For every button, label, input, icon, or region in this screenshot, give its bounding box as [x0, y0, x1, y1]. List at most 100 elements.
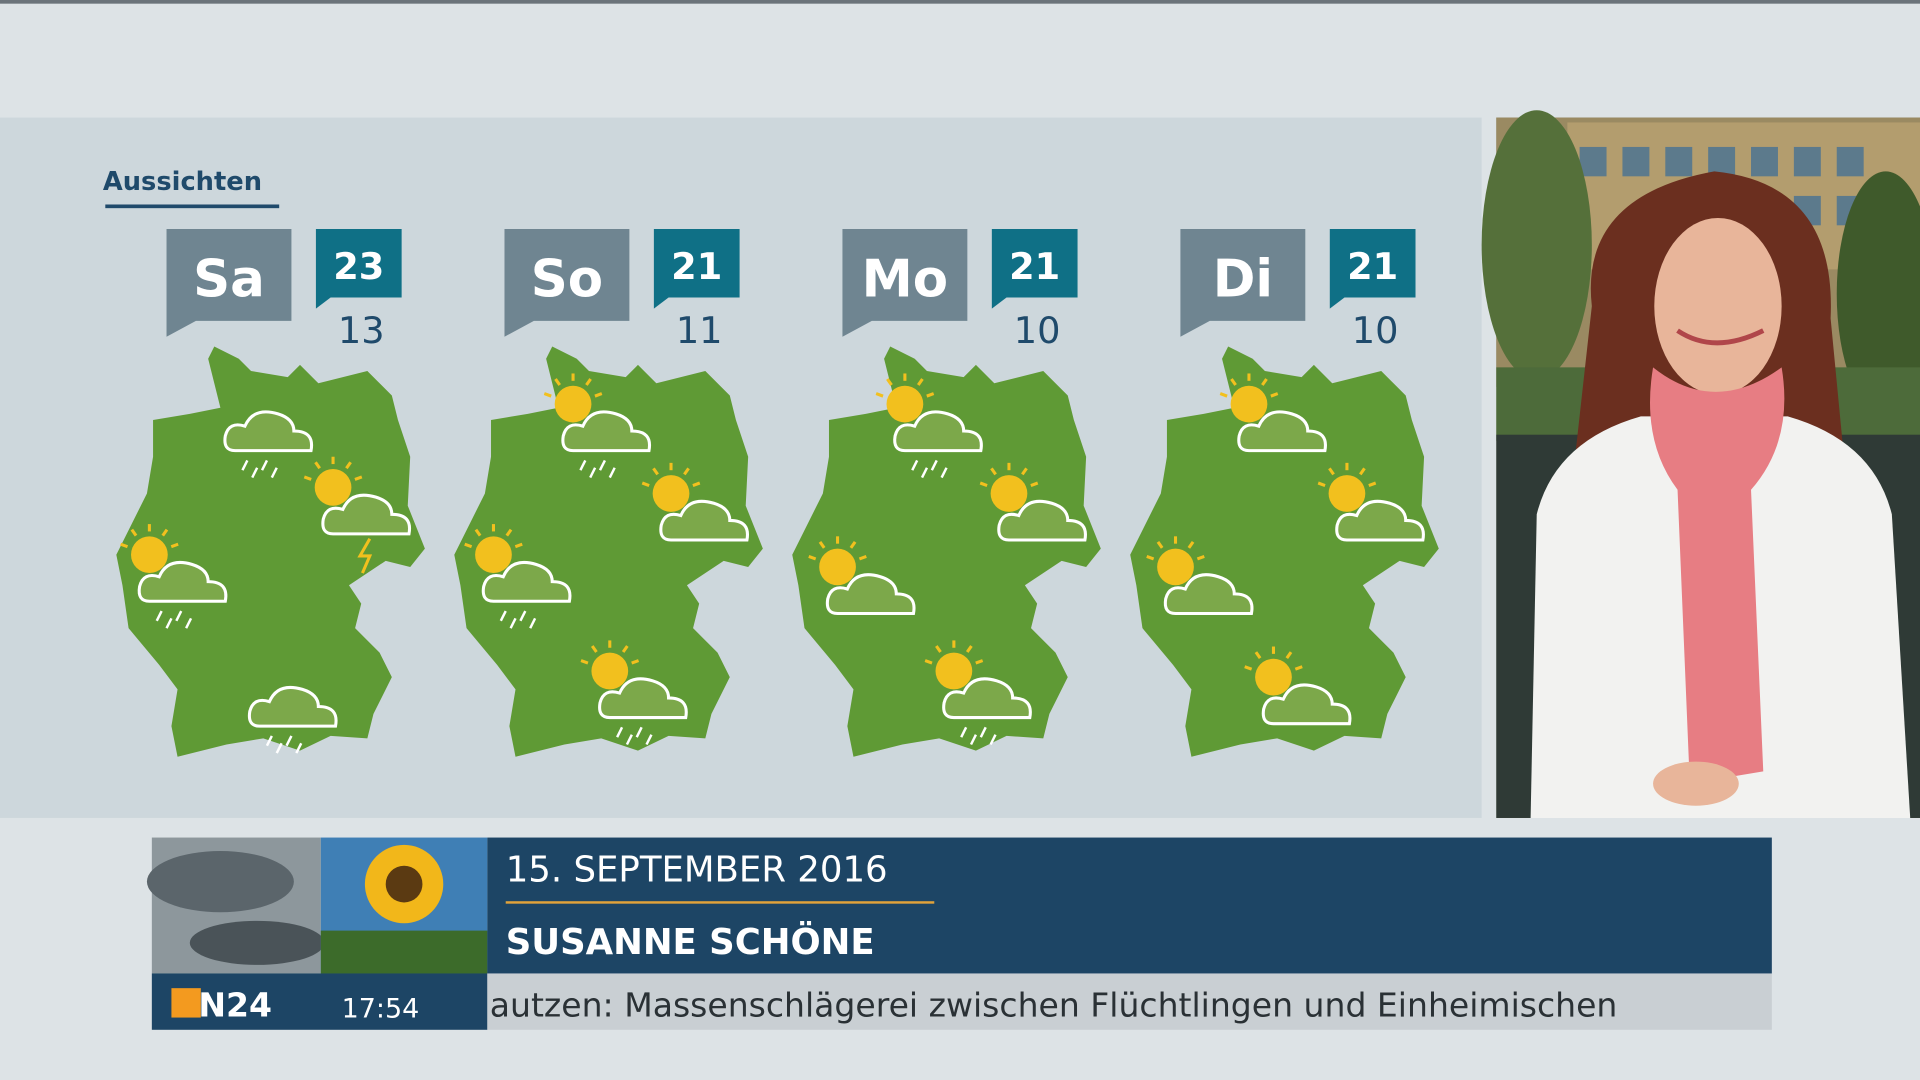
sun-ray — [590, 645, 598, 653]
sun-ray — [1244, 665, 1253, 671]
min-temp: 13 — [338, 309, 385, 352]
sun-ray — [849, 540, 857, 549]
title-underline — [105, 204, 280, 209]
sun-ray — [1187, 540, 1195, 549]
day-column: Sa 23 13 — [116, 228, 425, 757]
sun-ray — [170, 542, 179, 549]
rain-drop — [920, 467, 929, 479]
sun-ray — [464, 542, 473, 549]
clock: 17:54 — [342, 994, 420, 1025]
day-label: Sa — [193, 249, 265, 309]
max-box — [991, 228, 1078, 309]
cloud — [223, 410, 314, 453]
lower-third: 15. SEPTEMBER 2016 SUSANNE SCHÖNE N24 17… — [146, 837, 1772, 1030]
rain-drop — [275, 742, 283, 754]
sun-ray — [1021, 467, 1028, 476]
top-edge — [0, 0, 1920, 4]
max-box — [1329, 228, 1416, 309]
sun-ray — [1146, 555, 1155, 561]
caption-divider — [505, 901, 935, 904]
cloud — [1163, 573, 1254, 615]
sun — [886, 385, 924, 423]
sun-ray — [354, 475, 363, 481]
sun-ray — [543, 392, 552, 398]
rain-drop — [608, 467, 616, 479]
rain-drop — [285, 735, 293, 747]
sun-ray — [120, 542, 129, 549]
cloud — [997, 499, 1087, 542]
rain-drop — [509, 617, 517, 629]
cloud — [1237, 410, 1327, 453]
day-box — [166, 228, 292, 337]
rain-drop — [635, 726, 643, 738]
rain-drop — [270, 467, 278, 479]
cloud — [247, 685, 338, 728]
day-label: Di — [1213, 249, 1273, 309]
day-columns: Sa 23 13 So 21 11 Mo 21 10 Di 21 10 — [116, 228, 1439, 757]
rain-drop — [645, 734, 653, 746]
germany-map — [116, 346, 425, 757]
germany-map — [454, 346, 763, 757]
sun-ray — [1359, 467, 1366, 476]
ticker-text: autzen: Massenschlägerei zwischen Flücht… — [490, 985, 1618, 1024]
sun — [131, 536, 168, 574]
sun — [314, 468, 352, 506]
sun-ray — [979, 481, 988, 487]
ticker-bar — [487, 973, 1772, 1030]
sun-ray — [1294, 665, 1303, 671]
sun-ray — [858, 555, 867, 561]
sun-ray — [886, 378, 893, 386]
sun-ray — [1270, 392, 1279, 398]
sun-ray — [935, 645, 942, 653]
cloud — [561, 410, 652, 453]
sun-ray — [1328, 467, 1335, 476]
rain-drop — [911, 459, 919, 471]
sun-ray — [1196, 555, 1205, 561]
sun-ray — [808, 555, 817, 561]
sun-ray — [303, 475, 312, 481]
caption-bar — [487, 837, 1772, 974]
rain-drop — [165, 617, 173, 629]
thumbnail-leaves — [320, 930, 488, 974]
rain-drop — [529, 617, 537, 629]
thumbnail-cloud — [146, 851, 294, 913]
sun-ray — [1230, 378, 1237, 386]
sun-ray — [621, 645, 629, 653]
channel-logo: N24 — [198, 985, 272, 1024]
thumbnail-cloud — [189, 920, 325, 965]
rain-drop — [265, 735, 273, 747]
rain-drop — [499, 610, 507, 622]
sun-ray — [683, 467, 690, 476]
sun — [819, 548, 856, 586]
cloud — [1335, 499, 1425, 542]
sun-ray — [474, 528, 482, 537]
sun-ray — [692, 481, 701, 487]
day-column: Di 21 10 — [1130, 228, 1439, 757]
min-temp: 10 — [1014, 309, 1061, 352]
max-temp: 23 — [333, 245, 384, 288]
max-temp: 21 — [1347, 245, 1398, 288]
logo-square — [171, 988, 201, 1018]
cloud — [1261, 683, 1352, 726]
cloud — [825, 573, 916, 615]
rain-drop — [251, 467, 259, 479]
sun — [935, 652, 973, 690]
sun-ray — [1030, 481, 1039, 487]
cloud — [893, 410, 983, 453]
sun — [1328, 475, 1366, 512]
rain-drop — [295, 742, 303, 754]
sun-ray — [161, 528, 169, 537]
rain-drop — [940, 467, 948, 479]
sun-ray — [1156, 540, 1164, 549]
rain-drop — [579, 459, 587, 471]
day-column: Mo 21 10 — [792, 228, 1101, 757]
sun-ray — [975, 659, 984, 665]
sun-ray — [130, 528, 138, 537]
sun-ray — [652, 467, 659, 476]
sun-ray — [924, 659, 933, 665]
cloud — [659, 499, 750, 542]
rain-drop — [589, 467, 597, 479]
sun — [1230, 385, 1268, 423]
